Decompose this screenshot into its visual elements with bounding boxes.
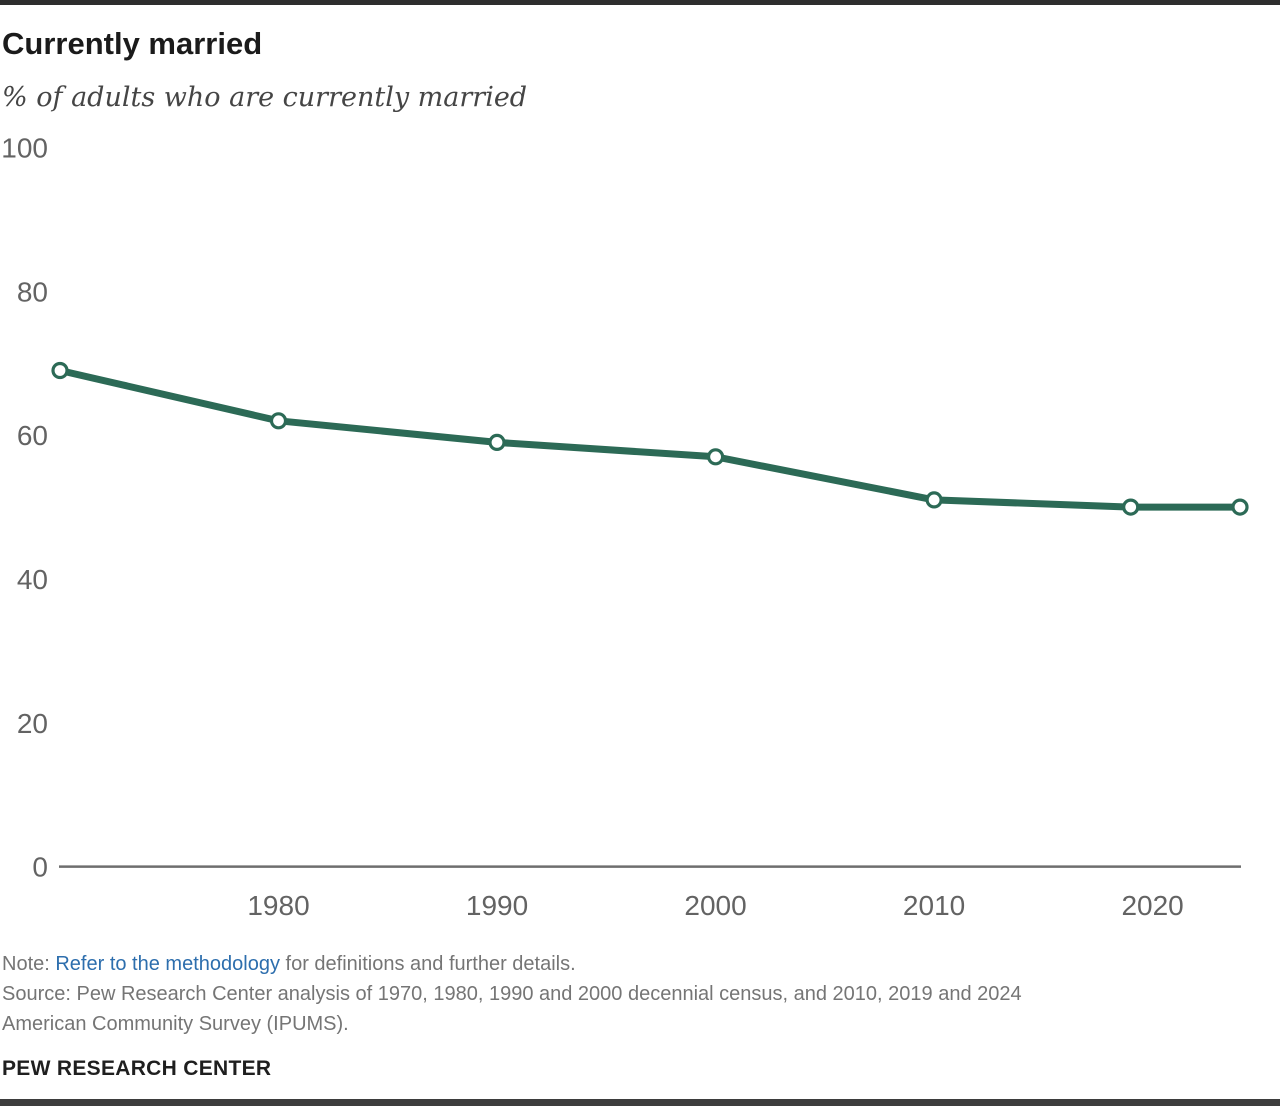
- y-tick-label: 0: [32, 852, 48, 883]
- x-tick-label: 2020: [1121, 890, 1183, 921]
- chart-svg: 0 20 40 60 80 100 1980 1990 2000 2010 2020: [1, 133, 1249, 921]
- y-tick-label: 100: [1, 133, 48, 164]
- y-tick-label: 40: [17, 564, 48, 595]
- x-tick-label: 1990: [466, 890, 528, 921]
- data-point-2024: [1231, 498, 1249, 516]
- data-point-1990: [488, 433, 506, 451]
- data-point-2019: [1122, 498, 1140, 516]
- source-line-2: American Community Survey (IPUMS).: [2, 1013, 349, 1035]
- data-point-1980: [269, 412, 288, 430]
- y-tick-label: 20: [17, 708, 48, 739]
- note-rest: for definitions and further details.: [279, 953, 576, 975]
- y-tick-label: 60: [17, 420, 48, 451]
- note-line: Note: Refer to the methodology for defin…: [2, 949, 1232, 979]
- data-point-1970: [51, 361, 69, 380]
- data-point-2000: [706, 448, 725, 466]
- chart-subtitle: % of adults who are currently married: [2, 82, 528, 113]
- x-tick-label: 1980: [247, 890, 309, 921]
- y-tick-label: 80: [17, 276, 48, 307]
- methodology-link[interactable]: Refer to the methodology: [55, 953, 280, 975]
- data-point-2010: [925, 491, 943, 509]
- bottom-border: [0, 1099, 1280, 1106]
- top-border: [0, 0, 1280, 5]
- brand-logo-text: PEW RESEARCH CENTER: [2, 1057, 272, 1080]
- data-line-currently-married: [56, 367, 1244, 511]
- page-title: Currently married: [2, 26, 263, 61]
- x-tick-label: 2010: [903, 890, 965, 921]
- footer-notes: Note: Refer to the methodology for defin…: [2, 949, 1232, 1039]
- note-label: Note:: [2, 953, 56, 975]
- line-chart: 0 20 40 60 80 100 1980 1990 2000 2010 2020: [0, 130, 1280, 930]
- source-line-1: Source: Pew Research Center analysis of …: [2, 983, 1022, 1005]
- x-tick-label: 2000: [684, 890, 746, 921]
